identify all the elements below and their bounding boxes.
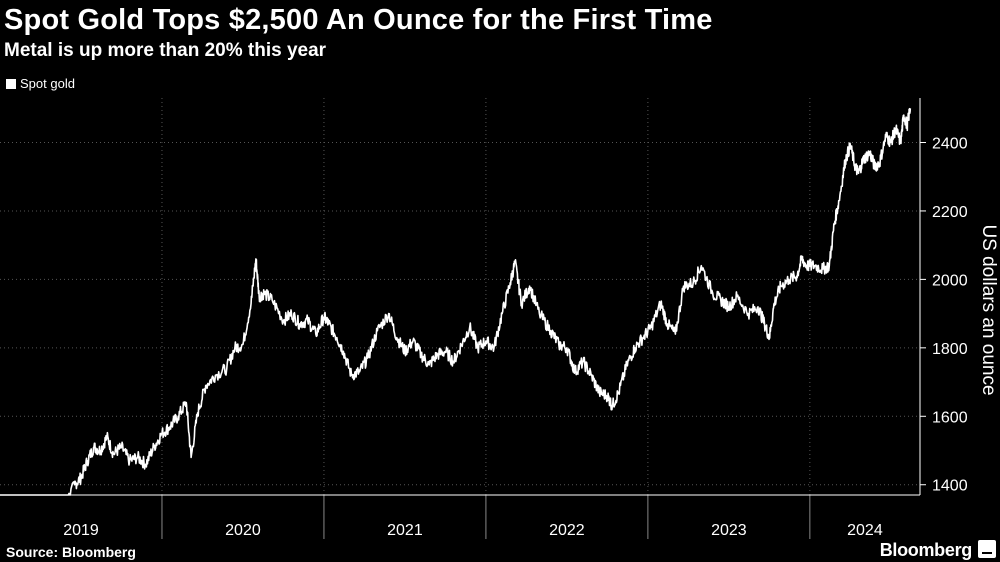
brand-wordmark: Bloomberg [879,540,973,560]
y-tick-label: 1600 [932,409,968,426]
y-axis-label: US dollars an ounce [978,224,999,396]
series-line-spot-gold [0,107,912,496]
y-tick-label: 2200 [932,204,968,221]
x-tick-label: 2024 [847,522,883,539]
legend-label: Spot gold [20,76,75,91]
legend: Spot gold [6,76,75,91]
chart-title: Spot Gold Tops $2,500 An Ounce for the F… [4,4,713,36]
x-tick-label: 2022 [549,522,585,539]
source-note: Source: Bloomberg [6,544,136,560]
x-tick-label: 2021 [387,522,423,539]
y-tick-label: 1400 [932,478,968,495]
x-tick-label: 2019 [63,522,99,539]
y-tick-label: 1800 [932,341,968,358]
bloomberg-logo-icon [978,540,996,558]
y-tick-label: 2400 [932,135,968,152]
legend-swatch [6,78,16,89]
y-tick-label: 2000 [932,272,968,289]
chart-subtitle: Metal is up more than 20% this year [4,40,327,61]
x-tick-label: 2020 [225,522,261,539]
y-axis-label-wrap: US dollars an ounce [968,210,1000,410]
x-tick-label: 2023 [711,522,747,539]
